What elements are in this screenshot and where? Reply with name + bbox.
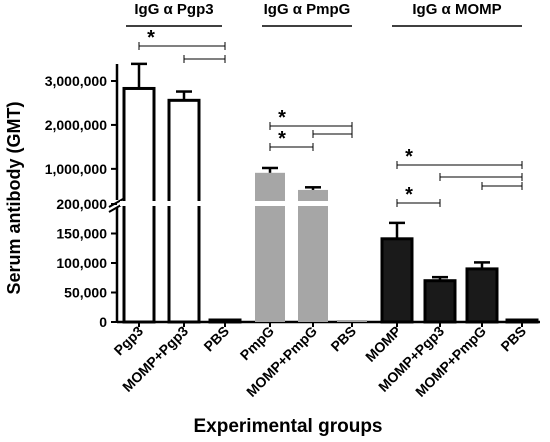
y-tick-label: 150,000	[56, 226, 107, 242]
y-tick-label: 1,000,000	[45, 161, 107, 177]
bar	[167, 98, 201, 324]
bar	[465, 267, 499, 324]
significance-star: *	[405, 184, 413, 206]
y-tick-label: 50,000	[64, 285, 107, 301]
x-tick-label: PBS	[327, 323, 359, 355]
y-tick-label: 0	[99, 314, 107, 330]
y-axis-title: Serum antibody (GMT)	[4, 101, 24, 294]
y-tick-label: 200,000	[56, 196, 107, 212]
y-tick-label: 2,000,000	[45, 117, 107, 133]
axis-break-gap	[120, 201, 540, 206]
x-tick-label: PBS	[200, 323, 232, 355]
y-tick-label: 3,000,000	[45, 73, 107, 89]
bar	[298, 189, 328, 322]
axis-break-mark	[108, 198, 124, 208]
bar	[208, 318, 242, 324]
x-tick-label: MOMP	[362, 323, 404, 365]
x-tick-label: PmpG	[237, 323, 278, 364]
group-label: IgG α PmpG	[264, 1, 351, 18]
y-tick-label: 100,000	[56, 255, 107, 271]
significance-star: *	[405, 146, 413, 168]
significance-star: *	[147, 27, 155, 49]
group-label: IgG α MOMP	[412, 1, 501, 18]
bar	[380, 237, 414, 324]
bar	[423, 279, 457, 324]
x-tick-label: PBS	[497, 323, 529, 355]
x-axis-title: Experimental groups	[194, 416, 383, 437]
x-tick-label: Pgp3	[111, 323, 147, 359]
bar	[337, 320, 367, 322]
bar	[505, 318, 539, 324]
significance-star: *	[278, 107, 286, 129]
group-label: IgG α Pgp3	[134, 1, 213, 18]
significance-star: *	[278, 128, 286, 150]
bar	[255, 172, 285, 322]
